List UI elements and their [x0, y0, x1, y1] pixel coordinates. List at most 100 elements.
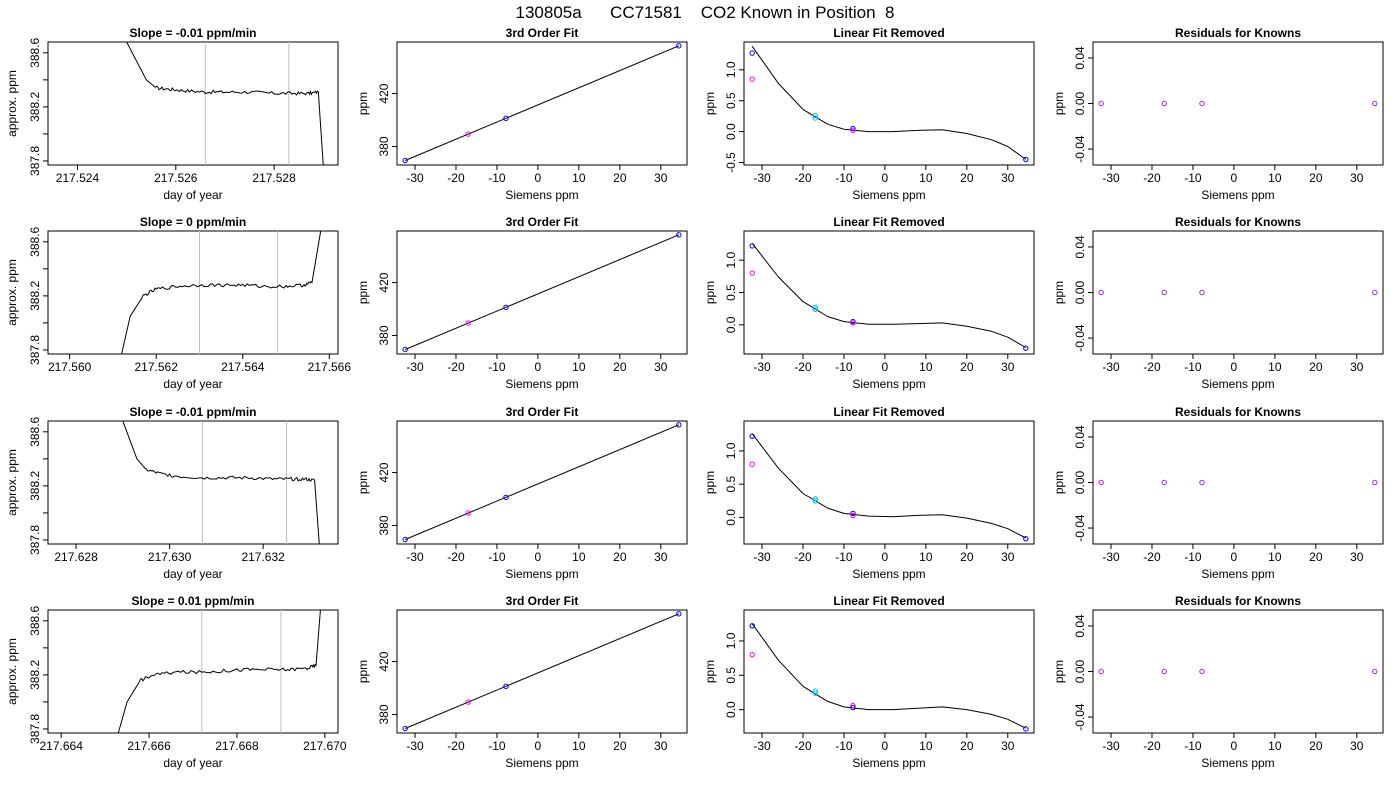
x-tick-label: 30 — [1350, 550, 1364, 564]
x-tick-label: -20 — [447, 171, 465, 185]
x-tick-label: 20 — [1309, 739, 1323, 753]
x-tick-label: 217.528 — [252, 171, 296, 185]
x-tick-label: -30 — [406, 739, 424, 753]
x-tick-label: -10 — [1184, 739, 1202, 753]
panel-r2-c4: Residuals for Knowns -30 -20 -10 0 10 20 30 -0.0… — [1052, 215, 1384, 391]
y-tick-label: -0.04 — [1073, 135, 1087, 163]
x-tick-label: 20 — [1309, 171, 1323, 185]
x-tick-label: 10 — [919, 360, 933, 374]
y-tick-label: -0.04 — [1073, 514, 1087, 542]
cubic-fit-curve — [751, 242, 1027, 348]
x-tick-label: 30 — [654, 739, 668, 753]
x-tick-label: 10 — [1268, 171, 1282, 185]
x-tick-label: 30 — [1350, 171, 1364, 185]
x-tick-label: 30 — [654, 171, 668, 185]
panel-r3-c4: Residuals for Knowns -30 -20 -10 0 10 20 30 -0.0… — [1052, 405, 1384, 581]
cubic-fit-curve — [751, 623, 1027, 729]
known-point — [465, 510, 471, 516]
x-tick-label: -10 — [1184, 360, 1202, 374]
known-point — [1372, 668, 1378, 675]
x-tick-label: -30 — [753, 739, 771, 753]
x-tick-label: -30 — [1102, 171, 1120, 185]
y-tick-label: 388.6 — [28, 605, 42, 635]
plot-area — [404, 234, 680, 350]
x-tick-label: 217.526 — [154, 171, 198, 185]
known-point — [402, 346, 408, 353]
known-point — [465, 320, 471, 326]
x-tick-label: 217.628 — [54, 550, 98, 564]
panel-title: Residuals for Knowns — [1175, 26, 1301, 40]
known-point — [1161, 289, 1167, 296]
x-tick-label: 0 — [535, 550, 542, 564]
plot-area — [404, 45, 680, 161]
x-tick-label: 10 — [1268, 360, 1282, 374]
y-tick-label: 1.0 — [724, 632, 738, 649]
x-tick-label: 10 — [572, 739, 586, 753]
plot-area — [404, 424, 680, 540]
known-point — [850, 320, 856, 326]
known-point — [1372, 479, 1378, 486]
panel-title: Residuals for Knowns — [1175, 215, 1301, 229]
panel-r3-c1: Slope = -0.01 ppm/min 217.628 217.630 217.6… — [5, 405, 339, 581]
y-tick-label: 0.0 — [724, 123, 738, 140]
known-point — [812, 690, 818, 696]
known-point — [503, 683, 509, 690]
x-tick-label: 217.564 — [221, 360, 265, 374]
x-tick-label: 30 — [1350, 360, 1364, 374]
panel-r2-c1: Slope = 0 ppm/min 217.560 217.562 217.564 21… — [5, 215, 351, 391]
x-tick-label: -30 — [406, 360, 424, 374]
known-point — [402, 157, 408, 164]
x-tick-label: 217.566 — [308, 360, 352, 374]
y-tick-label: 388.6 — [28, 226, 42, 256]
known-point — [676, 43, 682, 49]
x-axis-label: Siemens ppm — [852, 567, 925, 581]
y-tick-label: 0.5 — [724, 284, 738, 301]
x-axis-label: day of year — [163, 567, 222, 581]
panel-title: 3rd Order Fit — [506, 26, 579, 40]
y-tick-label: 387.8 — [28, 714, 42, 744]
known-point — [812, 304, 818, 311]
panel-title: Slope = 0.01 ppm/min — [131, 594, 254, 608]
panel-title: Linear Fit Removed — [833, 26, 944, 40]
y-axis-label: ppm — [356, 471, 370, 494]
panel-r1-c3: Linear Fit Removed -30 -20 -10 0 10 20 30 -0.5 0.… — [703, 26, 1035, 202]
known-point — [850, 127, 856, 134]
y-tick-label: 388.6 — [28, 416, 42, 446]
known-point — [1098, 479, 1104, 486]
x-axis-label: Siemens ppm — [505, 377, 578, 391]
y-axis-label: ppm — [703, 660, 717, 683]
fit-line — [404, 424, 680, 540]
panel-r2-c2: 3rd Order Fit -30 -20 -10 0 10 20 30 380 420 Sieme… — [356, 215, 688, 391]
known-point — [1199, 100, 1205, 107]
y-axis-label: approx. ppm — [5, 259, 19, 326]
panel-r4-c3: Linear Fit Removed -30 -20 -10 0 10 20 30 0.0 0.5… — [703, 594, 1035, 770]
known-point — [850, 125, 856, 132]
known-point — [1199, 479, 1205, 486]
panel-grid: Slope = -0.01 ppm/min 217.524 217.526 217.5… — [5, 26, 1384, 770]
x-axis-label: Siemens ppm — [505, 756, 578, 770]
known-point — [749, 433, 755, 439]
x-tick-label: 0 — [1231, 360, 1238, 374]
x-tick-label: -10 — [488, 171, 506, 185]
x-tick-label: 10 — [572, 550, 586, 564]
x-tick-label: 30 — [1001, 550, 1015, 564]
panel-title: Slope = 0 ppm/min — [140, 215, 246, 229]
panel-r4-c1: Slope = 0.01 ppm/min 217.664 217.666 217.66… — [5, 594, 347, 770]
y-tick-label: 387.8 — [28, 525, 42, 555]
known-point — [465, 699, 471, 705]
ppm-trace-line — [122, 421, 320, 544]
panel-title: Slope = -0.01 ppm/min — [129, 26, 256, 40]
x-axis-label: Siemens ppm — [1201, 567, 1274, 581]
plot-frame — [47, 420, 339, 545]
plot-frame — [396, 41, 688, 166]
y-tick-label: 0.04 — [1073, 614, 1087, 638]
x-tick-label: 20 — [960, 550, 974, 564]
x-tick-label: 20 — [960, 360, 974, 374]
y-tick-label: -0.5 — [724, 152, 738, 173]
plot-frame — [743, 609, 1035, 734]
ppm-trace-line — [117, 610, 321, 733]
y-tick-label: 0.0 — [724, 701, 738, 718]
known-point — [812, 306, 818, 313]
x-tick-label: 30 — [1001, 171, 1015, 185]
figure-title: 130805a CC71581 CO2 Known in Position 8 — [516, 3, 895, 22]
